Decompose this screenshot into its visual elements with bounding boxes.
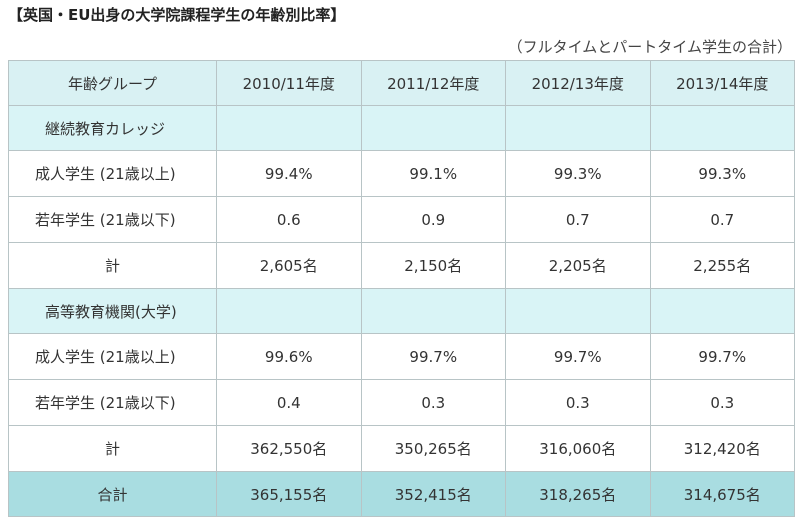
table-cell [649,105,795,151]
header-year: 2012/13年度 [505,60,651,106]
table-cell: 99.7% [649,333,795,380]
table-cell: 316,060名 [505,425,651,472]
table-row: 成人学生 (21歳以上) 99.4% 99.1% 99.3% 99.3% [8,150,795,197]
table-cell: 365,155名 [216,471,362,517]
table-cell: 99.6% [216,333,362,380]
table-row: 若年学生 (21歳以下) 0.4 0.3 0.3 0.3 [8,379,795,426]
table-cell: 2,605名 [216,242,362,289]
table-cell: 318,265名 [505,471,651,517]
table-cell: 0.3 [360,379,506,426]
table-cell: 0.6 [216,196,362,243]
header-year: 2010/11年度 [216,60,362,106]
table-row: 若年学生 (21歳以下) 0.6 0.9 0.7 0.7 [8,196,795,243]
section-label: 継続教育カレッジ [8,105,217,151]
header-row: 年齢グループ 2010/11年度 2011/12年度 2012/13年度 201… [8,60,795,106]
table-cell: 99.3% [649,150,795,197]
age-ratio-table: 年齢グループ 2010/11年度 2011/12年度 2012/13年度 201… [8,60,795,517]
subtotal-label: 計 [8,425,217,472]
table-row: 成人学生 (21歳以上) 99.6% 99.7% 99.7% 99.7% [8,333,795,380]
grand-total-label: 合計 [8,471,217,517]
table-cell [649,288,795,334]
table-cell: 99.7% [505,333,651,380]
table-cell: 0.9 [360,196,506,243]
header-year: 2013/14年度 [649,60,795,106]
row-label: 成人学生 (21歳以上) [8,333,217,380]
grand-total-row: 合計 365,155名 352,415名 318,265名 314,675名 [8,471,795,517]
table-cell: 2,255名 [649,242,795,289]
section-row: 高等教育機関(大学) [8,288,795,334]
section-row: 継続教育カレッジ [8,105,795,151]
subtotal-row: 計 2,605名 2,150名 2,205名 2,255名 [8,242,795,289]
table-cell: 0.7 [649,196,795,243]
table-cell: 99.3% [505,150,651,197]
table-note: （フルタイムとパートタイム学生の合計） [507,38,792,56]
subtotal-row: 計 362,550名 350,265名 316,060名 312,420名 [8,425,795,472]
table-cell: 0.3 [505,379,651,426]
table-cell: 0.4 [216,379,362,426]
row-label: 若年学生 (21歳以下) [8,379,217,426]
header-age-group: 年齢グループ [8,60,217,106]
table-cell: 352,415名 [360,471,506,517]
table-cell [216,288,362,334]
subtotal-label: 計 [8,242,217,289]
section-label: 高等教育機関(大学) [8,288,217,334]
table-cell: 312,420名 [649,425,795,472]
table-cell: 2,205名 [505,242,651,289]
table-cell: 99.1% [360,150,506,197]
table-cell [505,105,651,151]
table-cell [360,105,506,151]
table-cell: 0.3 [649,379,795,426]
table-cell [505,288,651,334]
table-cell: 99.4% [216,150,362,197]
table-cell: 99.7% [360,333,506,380]
page-title: 【英国・EU出身の大学院課程学生の年齢別比率】 [8,6,346,24]
row-label: 若年学生 (21歳以下) [8,196,217,243]
table-cell [360,288,506,334]
row-label: 成人学生 (21歳以上) [8,150,217,197]
table-cell: 362,550名 [216,425,362,472]
table-cell: 2,150名 [360,242,506,289]
table-cell: 0.7 [505,196,651,243]
table-cell [216,105,362,151]
table-cell: 314,675名 [649,471,795,517]
table-cell: 350,265名 [360,425,506,472]
header-year: 2011/12年度 [360,60,506,106]
